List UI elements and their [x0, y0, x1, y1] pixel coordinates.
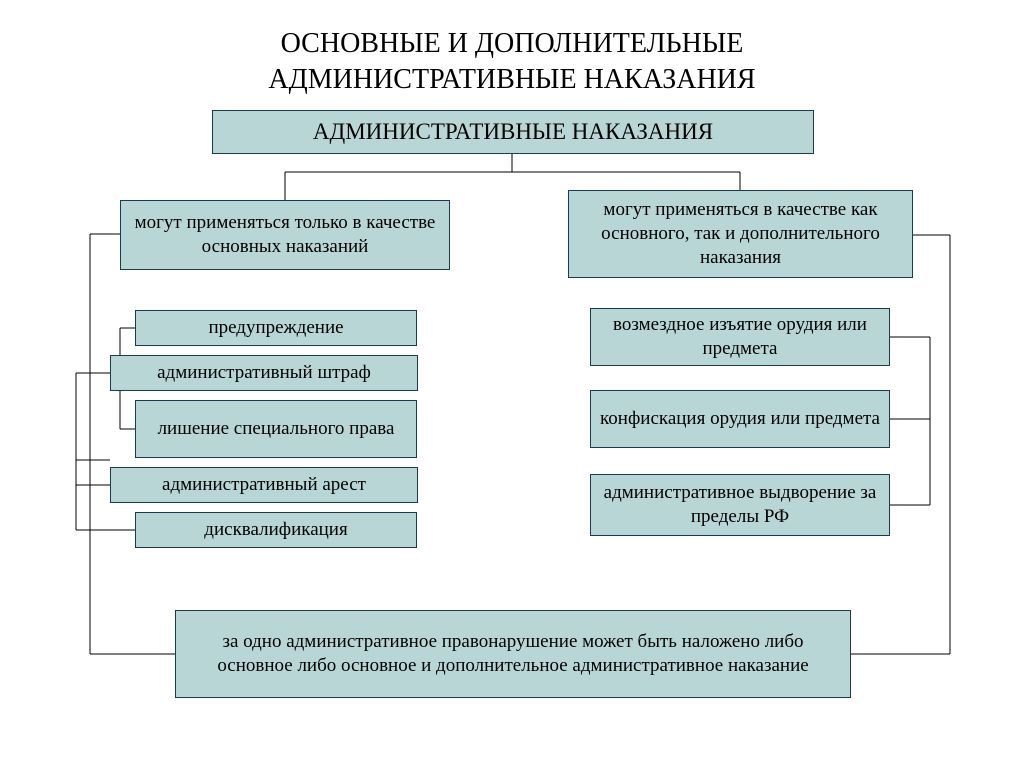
- right-head-box: могут применяться в качестве как основно…: [568, 190, 913, 278]
- right-item-1: возмездное изъятие орудия или предмета: [590, 308, 890, 366]
- left-item-4: административный арест: [110, 467, 418, 503]
- bottom-box: за одно административное правонарушение …: [175, 610, 851, 698]
- left-head-box: могут применяться только в качестве осно…: [120, 200, 450, 270]
- title-line-2: АДМИНИСТРАТИВНЫЕ НАКАЗАНИЯ: [0, 64, 1024, 96]
- left-item-5: дисквалификация: [135, 512, 417, 548]
- diagram-stage: ОСНОВНЫЕ И ДОПОЛНИТЕЛЬНЫЕ АДМИНИСТРАТИВН…: [0, 0, 1024, 767]
- right-item-3: административное выдворение за пределы Р…: [590, 474, 890, 536]
- left-item-3: лишение специального права: [135, 400, 417, 458]
- left-item-1: предупреждение: [135, 310, 417, 346]
- left-item-2: административный штраф: [110, 355, 418, 391]
- right-item-2: конфискация орудия или предмета: [590, 390, 890, 448]
- title-line-1: ОСНОВНЫЕ И ДОПОЛНИТЕЛЬНЫЕ: [0, 28, 1024, 60]
- root-box: АДМИНИСТРАТИВНЫЕ НАКАЗАНИЯ: [212, 110, 814, 154]
